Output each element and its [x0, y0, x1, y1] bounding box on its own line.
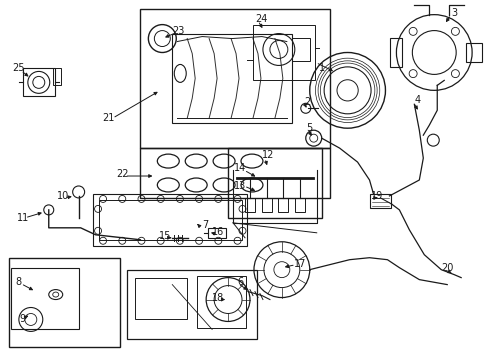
Bar	[197, 276, 246, 328]
Text: 23: 23	[172, 26, 184, 36]
Text: 8: 8	[16, 276, 22, 287]
Text: 2: 2	[305, 97, 311, 107]
Bar	[253, 25, 315, 80]
Text: 12: 12	[262, 150, 274, 160]
Bar	[208, 228, 226, 238]
Text: 13: 13	[234, 181, 246, 191]
Text: 17: 17	[294, 259, 306, 269]
Text: 1: 1	[318, 63, 325, 73]
Bar	[228, 148, 322, 218]
Bar	[53, 68, 61, 85]
Bar	[99, 200, 242, 240]
Bar	[135, 278, 187, 319]
Text: 25: 25	[13, 63, 25, 73]
Bar	[9, 258, 121, 347]
Text: 19: 19	[371, 191, 384, 201]
Text: 24: 24	[256, 14, 268, 24]
Text: 10: 10	[56, 191, 69, 201]
Bar	[292, 37, 310, 62]
Text: 6: 6	[237, 276, 243, 287]
Text: 15: 15	[159, 231, 171, 241]
Bar	[391, 37, 402, 67]
Bar	[127, 270, 257, 339]
Bar	[172, 33, 292, 123]
Text: 4: 4	[414, 95, 420, 105]
Bar	[369, 194, 392, 208]
Text: 20: 20	[441, 263, 453, 273]
Text: 14: 14	[234, 163, 246, 173]
Text: 9: 9	[20, 314, 26, 324]
Text: 22: 22	[116, 169, 129, 179]
Bar	[262, 198, 272, 212]
Bar	[23, 68, 55, 96]
Bar	[93, 194, 247, 246]
Bar	[295, 198, 305, 212]
Bar	[141, 9, 330, 148]
Text: 11: 11	[17, 213, 29, 223]
Text: 5: 5	[307, 123, 313, 133]
Bar	[11, 268, 78, 329]
Bar	[466, 42, 482, 62]
Text: 21: 21	[102, 113, 115, 123]
Bar	[245, 198, 255, 212]
Bar	[141, 148, 330, 198]
Text: 18: 18	[212, 293, 224, 302]
Text: 16: 16	[212, 227, 224, 237]
Bar	[278, 198, 288, 212]
Text: 3: 3	[451, 8, 457, 18]
Text: 7: 7	[202, 220, 208, 230]
